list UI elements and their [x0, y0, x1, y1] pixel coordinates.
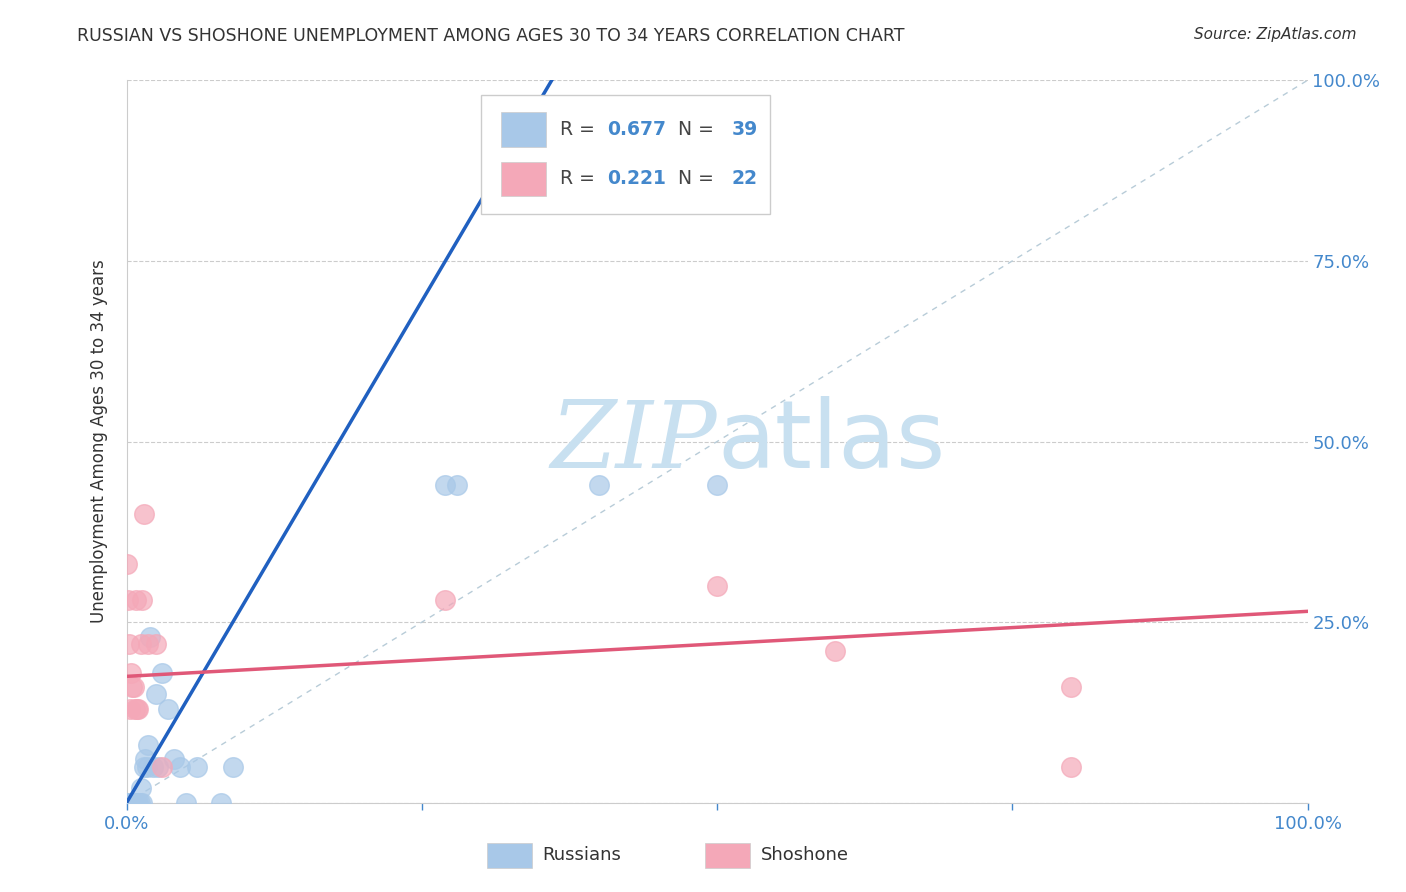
Point: [1060, 680, 1083, 694]
Point: [434, 478, 457, 492]
Text: Source: ZipAtlas.com: Source: ZipAtlas.com: [1194, 27, 1357, 42]
Point: [118, 796, 141, 810]
Point: [186, 760, 208, 774]
Text: 0.677: 0.677: [607, 120, 666, 139]
Point: [120, 796, 142, 810]
Point: [127, 702, 149, 716]
Point: [824, 644, 846, 658]
Point: [118, 796, 141, 810]
Point: [150, 760, 173, 774]
Point: [120, 796, 142, 810]
Text: N =: N =: [666, 120, 720, 139]
Point: [121, 796, 143, 810]
Point: [128, 796, 150, 810]
Text: RUSSIAN VS SHOSHONE UNEMPLOYMENT AMONG AGES 30 TO 34 YEARS CORRELATION CHART: RUSSIAN VS SHOSHONE UNEMPLOYMENT AMONG A…: [77, 27, 905, 45]
FancyBboxPatch shape: [501, 112, 546, 147]
Point: [122, 680, 145, 694]
Text: N =: N =: [666, 169, 720, 188]
FancyBboxPatch shape: [486, 843, 531, 868]
Point: [117, 593, 139, 607]
FancyBboxPatch shape: [481, 95, 770, 214]
Text: 0.221: 0.221: [607, 169, 666, 188]
Point: [121, 680, 143, 694]
Point: [118, 637, 141, 651]
Point: [141, 760, 163, 774]
Point: [135, 760, 157, 774]
Point: [136, 637, 159, 651]
Text: R =: R =: [560, 120, 600, 139]
Point: [121, 796, 143, 810]
Point: [129, 781, 152, 796]
Y-axis label: Unemployment Among Ages 30 to 34 years: Unemployment Among Ages 30 to 34 years: [90, 260, 108, 624]
Point: [131, 593, 153, 607]
Text: R =: R =: [560, 169, 600, 188]
Point: [120, 702, 142, 716]
Point: [120, 665, 142, 680]
Point: [148, 760, 170, 774]
Point: [174, 796, 197, 810]
Point: [122, 796, 145, 810]
Point: [139, 630, 162, 644]
Point: [124, 796, 146, 810]
Point: [145, 637, 167, 651]
Point: [706, 478, 728, 492]
Point: [125, 796, 148, 810]
Point: [1060, 760, 1083, 774]
Point: [156, 702, 179, 716]
Point: [127, 796, 149, 810]
Text: ZIP: ZIP: [550, 397, 717, 486]
FancyBboxPatch shape: [706, 843, 751, 868]
Text: Russians: Russians: [543, 846, 621, 863]
Point: [129, 637, 152, 651]
Point: [150, 665, 173, 680]
Point: [134, 752, 156, 766]
Text: 22: 22: [731, 169, 758, 188]
Point: [222, 760, 245, 774]
Point: [124, 702, 146, 716]
Point: [115, 558, 138, 572]
Point: [145, 687, 167, 701]
FancyBboxPatch shape: [501, 161, 546, 196]
Point: [163, 752, 186, 766]
Point: [117, 796, 139, 810]
Point: [134, 760, 156, 774]
Point: [120, 796, 142, 810]
Text: 39: 39: [731, 120, 758, 139]
Text: atlas: atlas: [717, 395, 945, 488]
Point: [434, 593, 457, 607]
Point: [169, 760, 191, 774]
Point: [446, 478, 468, 492]
Point: [117, 796, 139, 810]
Point: [136, 738, 159, 752]
Point: [209, 796, 232, 810]
Point: [131, 796, 153, 810]
Point: [127, 702, 149, 716]
Point: [134, 507, 156, 521]
Point: [588, 478, 610, 492]
Point: [120, 796, 142, 810]
Point: [494, 160, 516, 174]
Point: [125, 593, 148, 607]
Point: [706, 579, 728, 593]
Point: [127, 796, 149, 810]
Text: Shoshone: Shoshone: [761, 846, 849, 863]
